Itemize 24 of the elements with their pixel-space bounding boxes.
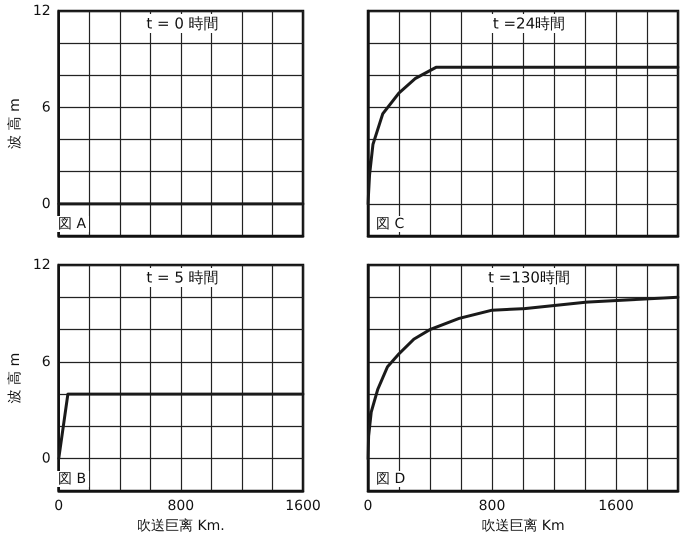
x-tick-label: 1600 (598, 498, 634, 514)
y-tick-label: 0 (42, 196, 51, 212)
y-tick-label: 12 (32, 3, 51, 19)
x-axis-title: 吹送巨离 Km (481, 518, 565, 534)
x-axis-title: 吹送巨离 Km. (137, 518, 225, 534)
y-tick-label: 6 (42, 99, 51, 116)
y-tick-label: 6 (42, 354, 51, 370)
y-axis-title: 波 高 m (7, 352, 23, 404)
annotation: 図 D (376, 471, 406, 487)
chart-title: t = 0 時間 (146, 14, 219, 32)
y-tick-label: 12 (32, 257, 51, 273)
y-tick-label: 0 (42, 450, 51, 467)
x-tick-label: 800 (167, 498, 194, 514)
chart-title: t =130時間 (488, 268, 570, 286)
x-tick-label: 0 (364, 498, 372, 514)
y-axis-title: 波 高 m (7, 98, 23, 149)
chart-title: t =24時間 (492, 14, 566, 32)
x-tick-label: 0 (54, 498, 64, 514)
annotation: 図 A (58, 216, 86, 232)
annotation: 図 C (376, 216, 404, 232)
annotation: 図 B (58, 471, 86, 487)
x-tick-label: 1600 (285, 498, 321, 514)
chart-title: t = 5 時間 (146, 268, 219, 286)
x-tick-label: 800 (478, 498, 506, 514)
